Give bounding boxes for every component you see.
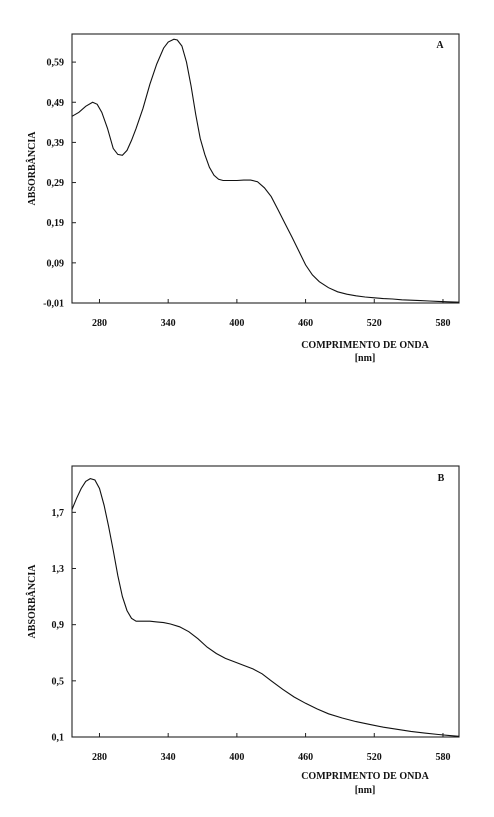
y-tick-label: -0,01 [43, 299, 64, 310]
x-tick-label: 460 [298, 752, 313, 763]
x-axis-unit: [nm] [355, 785, 376, 796]
y-tick-label: 0,19 [47, 218, 65, 229]
x-tick-label: 280 [92, 752, 107, 763]
x-tick-label: 460 [298, 318, 313, 329]
absorbance-curve [71, 478, 460, 737]
x-tick-label: 520 [367, 318, 382, 329]
panel-label: B [438, 473, 445, 484]
y-tick-label: 0,39 [47, 138, 65, 149]
plot-frame [71, 33, 460, 304]
x-tick-label: 400 [229, 752, 244, 763]
x-axis-label: COMPRIMENTO DE ONDA [301, 340, 429, 351]
y-tick-label: 0,49 [47, 98, 65, 109]
y-tick-label: 0,9 [52, 620, 65, 631]
y-axis-label: ABSORBÂNCIA [26, 131, 38, 206]
y-axis-label: ABSORBÂNCIA [26, 564, 38, 639]
panel-label: A [436, 40, 444, 51]
y-tick-label: 0,09 [47, 258, 65, 269]
x-tick-label: 340 [161, 752, 176, 763]
x-tick-label: 580 [435, 318, 450, 329]
x-axis-label: COMPRIMENTO DE ONDA [301, 771, 429, 782]
x-tick-label: 400 [229, 318, 244, 329]
x-tick-label: 280 [92, 318, 107, 329]
absorbance-curve [71, 38, 460, 303]
y-tick-label: 0,29 [47, 178, 65, 189]
y-tick-label: 1,3 [52, 564, 65, 575]
x-tick-label: 520 [367, 752, 382, 763]
y-tick-label: 0,5 [52, 676, 65, 687]
y-tick-label: 1,7 [52, 508, 65, 519]
y-tick-label: 0,59 [47, 58, 65, 69]
plot-frame [71, 465, 460, 738]
y-tick-label: 0,1 [52, 733, 65, 744]
x-tick-label: 580 [435, 752, 450, 763]
x-axis-unit: [nm] [355, 353, 376, 364]
x-tick-label: 340 [161, 318, 176, 329]
